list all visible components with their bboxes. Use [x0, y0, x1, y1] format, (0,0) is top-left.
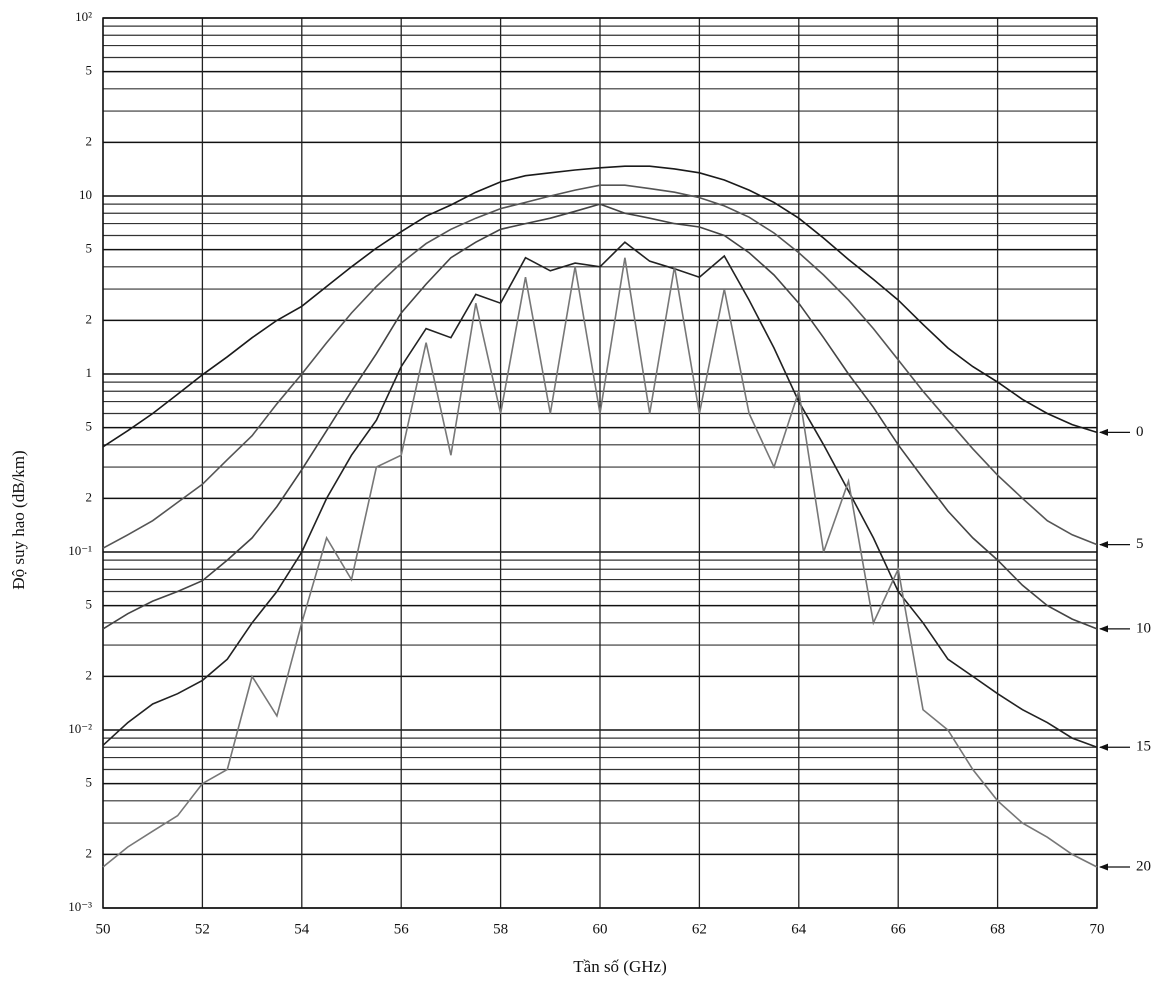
y-tick-label: 2: [86, 489, 93, 504]
arrow-head: [1099, 428, 1108, 436]
arrow-head: [1099, 541, 1108, 549]
series-label: 10: [1136, 620, 1151, 636]
series-line: [102, 184, 1098, 549]
arrow-head: [1099, 743, 1108, 751]
series-label: 0: [1136, 424, 1144, 440]
x-tick-label: 68: [990, 921, 1005, 937]
series-line: [102, 165, 1098, 448]
x-tick-label: 54: [294, 921, 310, 937]
y-tick-label: 2: [86, 311, 93, 326]
y-tick-label: 5: [86, 419, 93, 434]
series-line: [102, 203, 1098, 630]
x-tick-label: 70: [1090, 921, 1105, 937]
series-line: [102, 257, 1098, 868]
x-tick-label: 64: [791, 921, 807, 937]
plot-frame: [102, 17, 1098, 909]
y-axis-label: Độ suy hao (dB/km): [9, 450, 28, 589]
y-tick-label: 2: [86, 667, 93, 682]
y-tick-label: 10: [79, 187, 92, 202]
x-tick-label: 52: [195, 921, 210, 937]
y-tick-label: 10²: [75, 9, 92, 24]
y-tick-label: 1: [86, 365, 93, 380]
series-label: 20: [1136, 858, 1151, 874]
x-tick-label: 66: [891, 921, 907, 937]
y-tick-label: 10⁻²: [68, 721, 92, 736]
y-tick-label: 5: [86, 775, 93, 790]
x-tick-label: 60: [593, 921, 608, 937]
y-tick-label: 10⁻³: [68, 899, 92, 914]
x-tick-label: 50: [96, 921, 111, 937]
x-tick-label: 62: [692, 921, 707, 937]
x-axis-label: Tần số (GHz): [573, 957, 666, 976]
y-tick-label: 5: [86, 597, 93, 612]
arrow-head: [1099, 863, 1108, 871]
y-tick-label: 2: [86, 133, 93, 148]
y-tick-label: 2: [86, 845, 93, 860]
y-tick-label: 10⁻¹: [68, 543, 92, 558]
x-tick-label: 58: [493, 921, 508, 937]
y-tick-label: 5: [86, 63, 93, 78]
y-tick-label: 5: [86, 241, 93, 256]
arrow-head: [1099, 625, 1108, 633]
series-label: 15: [1136, 739, 1151, 755]
series-label: 5: [1136, 536, 1144, 552]
x-tick-label: 56: [394, 921, 410, 937]
series-line: [102, 241, 1098, 748]
